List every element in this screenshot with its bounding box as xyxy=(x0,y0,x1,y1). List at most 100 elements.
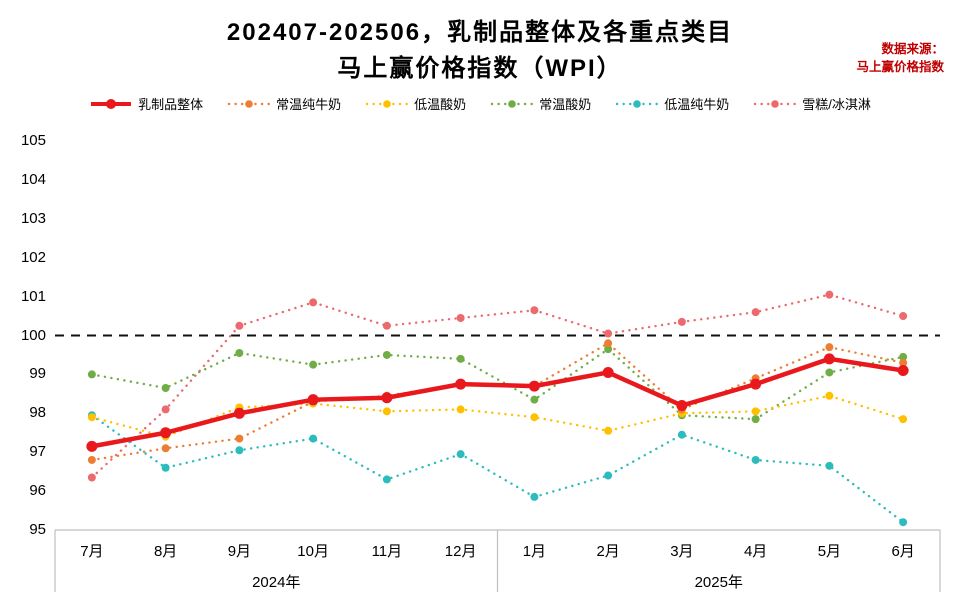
legend-marker-icon-4 xyxy=(616,99,659,108)
series-3-point-7 xyxy=(604,345,613,354)
series-2-point-0 xyxy=(87,413,96,422)
series-0-point-5 xyxy=(455,378,467,390)
x-tick-year-0: 2024年 xyxy=(252,574,301,591)
series-2-point-11 xyxy=(899,415,908,424)
series-5-point-7 xyxy=(604,329,613,338)
x-tick-month-9: 4月 xyxy=(743,543,768,560)
series-4-point-3 xyxy=(309,434,318,443)
x-tick-month-2: 9月 xyxy=(227,543,252,560)
series-5-point-11 xyxy=(899,312,908,321)
legend-label-2: 低温酸奶 xyxy=(414,97,467,112)
series-0-point-8 xyxy=(676,400,688,412)
legend-item-1[interactable]: 常温纯牛奶 xyxy=(227,94,341,113)
series-line-0 xyxy=(91,356,904,449)
series-5-point-6 xyxy=(530,306,539,315)
series-4-point-9 xyxy=(751,455,760,464)
chart-legend: 乳制品整体 常温纯牛奶 低温酸奶 常温酸奶 低温纯牛奶 雪糕/冰淇淋 xyxy=(0,94,960,113)
x-tick-month-10: 5月 xyxy=(817,543,842,560)
series-5-point-1 xyxy=(161,405,170,414)
series-0-point-2 xyxy=(233,407,245,419)
series-5-point-3 xyxy=(309,298,318,307)
y-tick-100: 100 xyxy=(20,326,46,344)
series-5-point-9 xyxy=(751,308,760,317)
series-4-point-4 xyxy=(382,475,391,484)
legend-marker-icon-0 xyxy=(91,98,132,109)
legend-marker-icon-3 xyxy=(490,99,534,108)
series-1-point-0 xyxy=(87,455,96,464)
series-0-point-9 xyxy=(750,378,762,390)
series-1-point-1 xyxy=(161,444,170,453)
y-tick-104: 104 xyxy=(20,170,46,188)
y-tick-98: 98 xyxy=(29,404,46,422)
data-source-line-2: 马上赢价格指数 xyxy=(856,60,944,75)
x-tick-month-3: 10月 xyxy=(297,543,329,560)
series-line-2 xyxy=(90,394,905,438)
legend-label-3: 常温酸奶 xyxy=(539,97,592,112)
x-tick-month-5: 12月 xyxy=(444,543,477,560)
x-tick-month-7: 2月 xyxy=(596,543,620,560)
x-tick-year-1: 2025年 xyxy=(694,574,743,591)
series-1-point-7 xyxy=(604,339,613,348)
series-2-point-5 xyxy=(456,405,465,414)
series-2-point-7 xyxy=(604,426,613,435)
series-3-point-10 xyxy=(825,368,834,377)
series-3-point-3 xyxy=(309,360,318,369)
y-tick-97: 97 xyxy=(29,443,46,461)
series-3-point-6 xyxy=(530,395,539,404)
x-tick-month-4: 11月 xyxy=(371,543,403,560)
series-3-point-1 xyxy=(161,384,170,393)
series-line-1 xyxy=(90,341,905,462)
x-tick-month-8: 3月 xyxy=(670,543,694,560)
legend-label-0: 乳制品整体 xyxy=(138,97,204,112)
data-source-note: 数据来源： 马上赢价格指数 xyxy=(856,40,944,76)
series-4-point-5 xyxy=(456,450,465,459)
legend-item-5[interactable]: 雪糕/冰淇淋 xyxy=(753,94,871,113)
chart-title-line-1: 202407-202506，乳制品整体及各重点类目 xyxy=(226,19,734,46)
series-3-point-9 xyxy=(751,415,760,424)
series-5-point-10 xyxy=(825,290,834,299)
series-4-point-2 xyxy=(235,446,244,455)
legend-marker-icon-1 xyxy=(227,99,271,108)
legend-marker-icon-2 xyxy=(365,99,409,108)
y-tick-96: 96 xyxy=(29,482,46,500)
series-4-point-11 xyxy=(899,518,908,527)
legend-item-3[interactable]: 常温酸奶 xyxy=(490,94,591,113)
series-3-point-4 xyxy=(382,350,391,359)
series-0-point-1 xyxy=(160,427,172,439)
series-1-point-10 xyxy=(825,343,834,352)
series-0-point-0 xyxy=(86,440,98,452)
series-4-point-7 xyxy=(604,471,613,480)
data-source-line-1: 数据来源： xyxy=(881,42,944,56)
y-tick-105: 105 xyxy=(20,132,46,149)
series-3-point-5 xyxy=(456,354,465,363)
y-tick-101: 101 xyxy=(20,287,46,305)
series-2-point-4 xyxy=(382,407,391,416)
series-0-point-10 xyxy=(823,353,835,365)
series-4-point-8 xyxy=(677,430,686,439)
series-5-point-8 xyxy=(677,317,686,326)
legend-item-4[interactable]: 低温纯牛奶 xyxy=(615,94,729,113)
series-0-point-6 xyxy=(528,380,540,392)
legend-item-0[interactable]: 乳制品整体 xyxy=(89,94,203,113)
y-tick-102: 102 xyxy=(20,248,46,266)
series-1-point-11 xyxy=(899,358,908,367)
series-5-point-5 xyxy=(456,313,465,322)
y-tick-99: 99 xyxy=(29,365,46,383)
series-0-point-4 xyxy=(381,392,393,404)
series-5-point-4 xyxy=(382,321,391,330)
series-3-point-0 xyxy=(87,370,96,379)
series-2-point-6 xyxy=(530,413,539,422)
x-tick-month-6: 1月 xyxy=(522,543,547,560)
series-line-4 xyxy=(90,414,905,524)
legend-label-1: 常温纯牛奶 xyxy=(276,97,342,112)
legend-marker-icon-5 xyxy=(754,99,797,108)
series-2-point-9 xyxy=(751,407,760,416)
series-0-point-11 xyxy=(897,365,909,377)
series-2-point-10 xyxy=(825,391,834,400)
legend-item-2[interactable]: 低温酸奶 xyxy=(365,94,466,113)
chart-title-line-2: 马上赢价格指数（WPI） xyxy=(337,55,623,82)
y-tick-95: 95 xyxy=(29,521,46,538)
series-0-point-7 xyxy=(602,366,614,378)
